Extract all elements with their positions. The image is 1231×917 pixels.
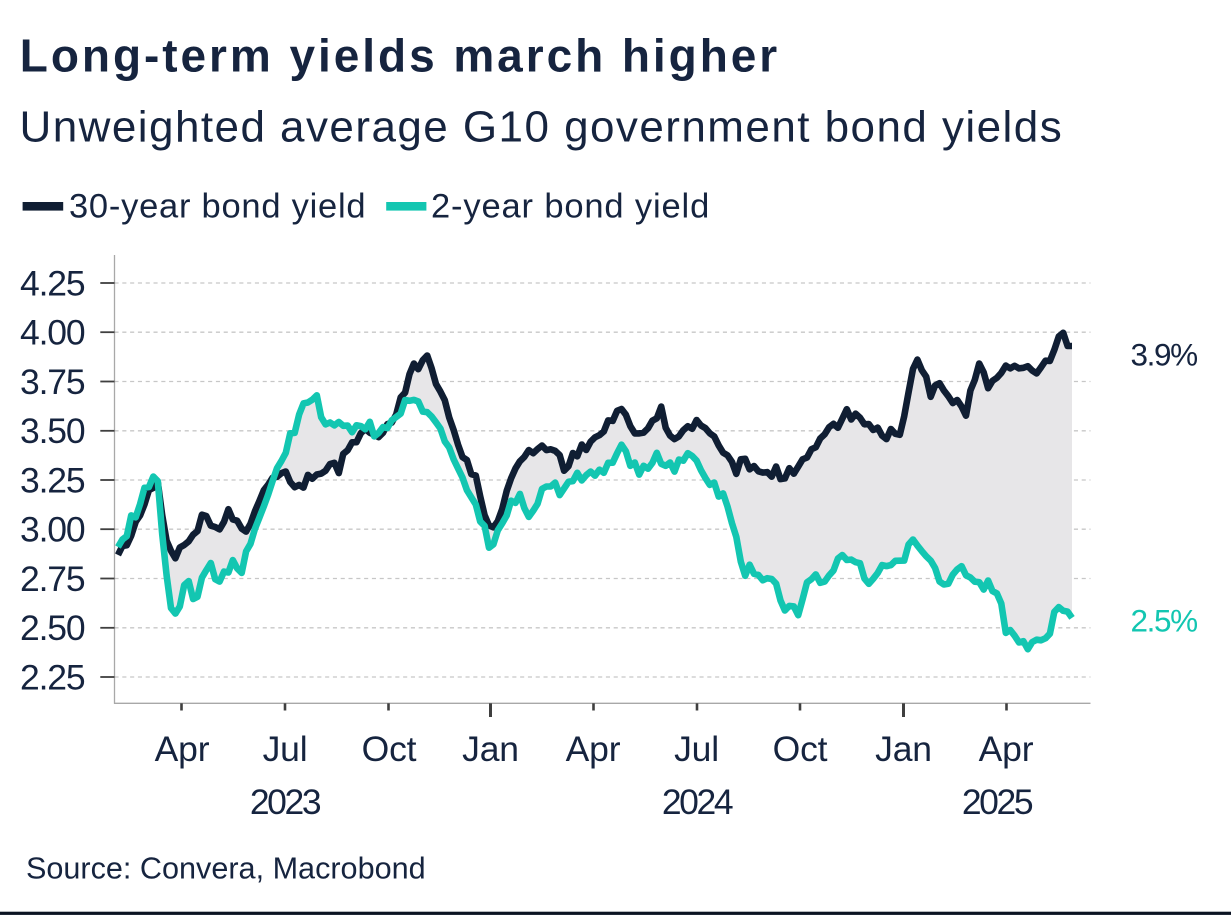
- svg-text:3.00: 3.00: [20, 510, 85, 550]
- svg-text:2.50: 2.50: [20, 608, 85, 648]
- svg-text:Unweighted average G10 governm: Unweighted average G10 government bond y…: [20, 103, 1064, 152]
- svg-text:3.50: 3.50: [20, 411, 85, 451]
- svg-text:Apr: Apr: [979, 729, 1034, 769]
- svg-text:Long-term yields march higher: Long-term yields march higher: [20, 30, 780, 82]
- svg-text:Jan: Jan: [462, 729, 519, 769]
- svg-text:Apr: Apr: [155, 729, 210, 769]
- svg-text:3.75: 3.75: [20, 362, 85, 402]
- svg-text:Jan: Jan: [875, 729, 932, 769]
- svg-text:2024: 2024: [662, 782, 733, 822]
- svg-text:3.25: 3.25: [20, 460, 85, 500]
- svg-text:Source: Convera, Macrobond: Source: Convera, Macrobond: [26, 852, 426, 886]
- svg-text:4.00: 4.00: [20, 313, 85, 353]
- svg-text:2.75: 2.75: [20, 559, 85, 599]
- svg-text:4.25: 4.25: [20, 263, 85, 303]
- svg-text:Jul: Jul: [674, 729, 719, 769]
- svg-text:2023: 2023: [250, 782, 321, 822]
- svg-text:2.25: 2.25: [20, 657, 85, 697]
- svg-text:Oct: Oct: [362, 729, 417, 769]
- svg-text:2-year bond yield: 2-year bond yield: [431, 188, 710, 226]
- svg-text:3.9%: 3.9%: [1131, 336, 1198, 372]
- svg-text:Oct: Oct: [773, 729, 828, 769]
- svg-text:2025: 2025: [962, 782, 1033, 822]
- svg-text:Jul: Jul: [263, 729, 308, 769]
- svg-text:30-year bond yield: 30-year bond yield: [69, 188, 366, 226]
- svg-text:Apr: Apr: [566, 729, 621, 769]
- svg-text:2.5%: 2.5%: [1131, 603, 1198, 639]
